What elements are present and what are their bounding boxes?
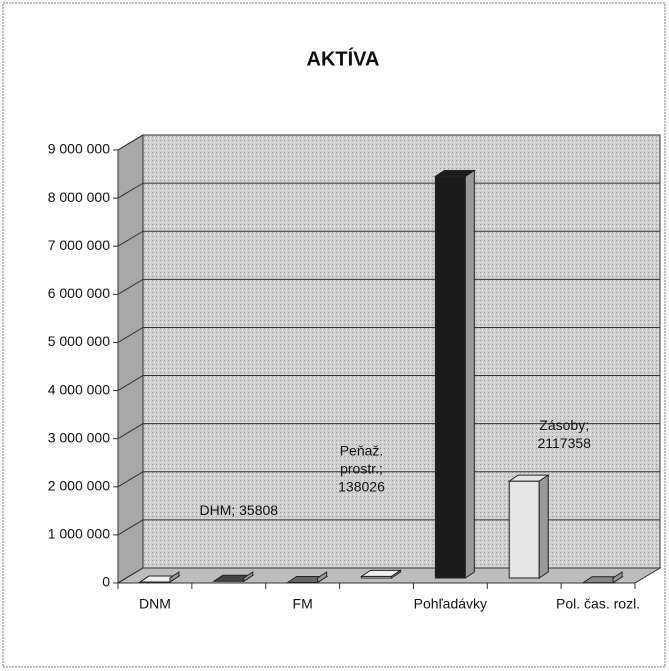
bar-side — [612, 571, 623, 584]
grid-line — [117, 567, 660, 584]
y-tick-label: 2 000 000 — [48, 477, 110, 493]
data-label: Peňaž. prostr.; 138026 — [338, 442, 385, 494]
bar-side — [464, 169, 475, 579]
grid-line — [117, 471, 660, 488]
y-tick-label: 1 000 000 — [48, 526, 110, 542]
bar — [285, 571, 329, 584]
bar — [581, 571, 624, 584]
bar-side — [391, 569, 401, 579]
data-label: Zásoby; 2117358 — [537, 417, 591, 451]
grid-line — [117, 326, 660, 343]
y-tick-label: 9 000 000 — [48, 141, 110, 157]
y-tick-label: 5 000 000 — [48, 333, 110, 349]
bar — [138, 571, 181, 583]
bar-front — [434, 175, 466, 579]
bar — [359, 569, 403, 579]
chart-title: AKTÍVA — [307, 47, 380, 70]
grid-line — [117, 134, 660, 151]
x-tick-label: FM — [293, 596, 313, 612]
bar — [507, 474, 550, 579]
grid-line — [117, 182, 660, 199]
bar-side — [169, 571, 180, 583]
bar-side — [243, 571, 254, 583]
bar — [212, 571, 255, 583]
grid-line — [117, 423, 660, 440]
side-wall — [117, 134, 144, 584]
y-tick-label: 3 000 000 — [48, 429, 110, 445]
bar-side — [538, 474, 549, 579]
y-tick-label: 0 — [102, 574, 110, 590]
grid-line — [117, 278, 660, 295]
grid-line — [117, 519, 660, 536]
y-tick-label: 4 000 000 — [48, 381, 110, 397]
y-tick-label: 6 000 000 — [48, 285, 110, 301]
bar-side — [317, 571, 328, 584]
bar-front — [508, 480, 540, 579]
grid-line — [117, 375, 660, 391]
x-tick-label: DNM — [139, 596, 171, 612]
data-label: DHM; 35808 — [199, 502, 278, 518]
x-tick-label: Pohľadávky — [414, 596, 487, 612]
grid-line — [117, 230, 660, 247]
y-tick-label: 7 000 000 — [48, 237, 110, 253]
y-tick-label: 8 000 000 — [48, 189, 110, 205]
x-tick-label: Pol. čas. rozl. — [556, 596, 640, 612]
bar — [433, 169, 477, 579]
